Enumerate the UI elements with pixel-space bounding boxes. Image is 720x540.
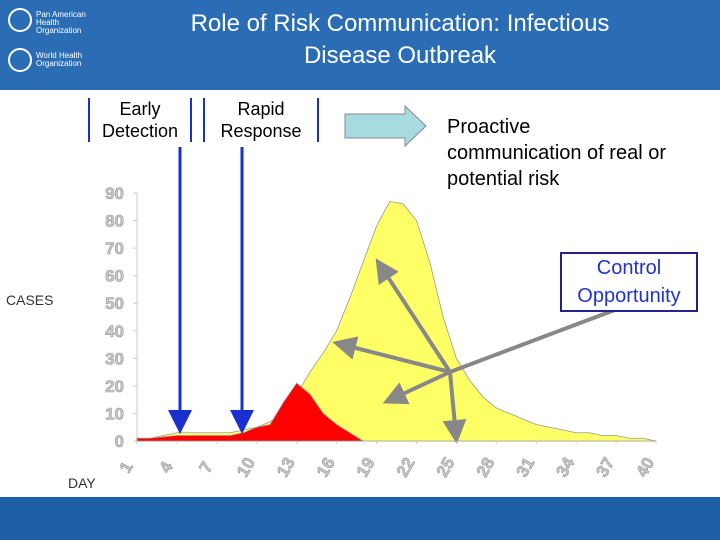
logo-text: World Health Organization <box>36 51 83 68</box>
arrow <box>332 336 451 374</box>
annotation: Proactive communication of real or poten… <box>447 116 666 190</box>
y-tick-label: 20 <box>105 377 124 396</box>
y-tick-label: 10 <box>105 404 124 423</box>
x-tick-label: 10 <box>233 454 259 480</box>
x-tick-label: 28 <box>473 454 499 480</box>
y-tick-label: 50 <box>105 294 124 313</box>
x-tick-label: 7 <box>195 458 216 476</box>
logo-text: Pan American Health Organization <box>36 10 86 35</box>
arrows <box>332 258 621 444</box>
x-tick-label: 4 <box>156 458 177 476</box>
area <box>136 200 657 442</box>
logo-icon <box>8 48 32 72</box>
annotation: Early Detection <box>88 98 192 142</box>
arrow-shape <box>344 104 427 148</box>
arrow <box>382 370 451 405</box>
x-tick-label: 16 <box>313 454 339 480</box>
annotation: Control Opportunity <box>560 252 698 312</box>
y-tick-label: 90 <box>105 184 124 203</box>
x-tick-label: 22 <box>393 454 419 480</box>
y-tick-label: 30 <box>105 349 124 368</box>
x-tick-label: 40 <box>632 454 658 480</box>
x-tick-label: 13 <box>273 454 299 480</box>
x-tick-label: 25 <box>433 454 459 480</box>
plot <box>136 200 657 442</box>
logo-icon <box>8 8 32 32</box>
y-tick-label: 60 <box>105 267 124 286</box>
x-tick-label: 31 <box>513 454 539 480</box>
slide-title: Role of Risk Communication: Infectious D… <box>190 10 610 69</box>
y-tick-label: 0 <box>115 432 124 451</box>
arrow <box>375 258 452 374</box>
arrow <box>442 371 467 444</box>
y-tick-label: 40 <box>105 322 124 341</box>
arrow <box>449 306 621 374</box>
footer-band <box>0 497 720 540</box>
x-tick-label: 34 <box>552 454 578 480</box>
y-tick-label: 80 <box>105 212 124 231</box>
x-axis-label: DAY <box>68 475 96 491</box>
x-tick-label: 37 <box>592 454 618 480</box>
header-band <box>0 0 720 90</box>
area <box>136 382 365 442</box>
y-axis-label: CASES <box>6 292 54 308</box>
y-tick-label: 70 <box>105 239 124 258</box>
annotation: Rapid Response <box>203 98 319 142</box>
x-tick-label: 19 <box>353 454 379 480</box>
x-tick-label: 1 <box>116 458 137 476</box>
